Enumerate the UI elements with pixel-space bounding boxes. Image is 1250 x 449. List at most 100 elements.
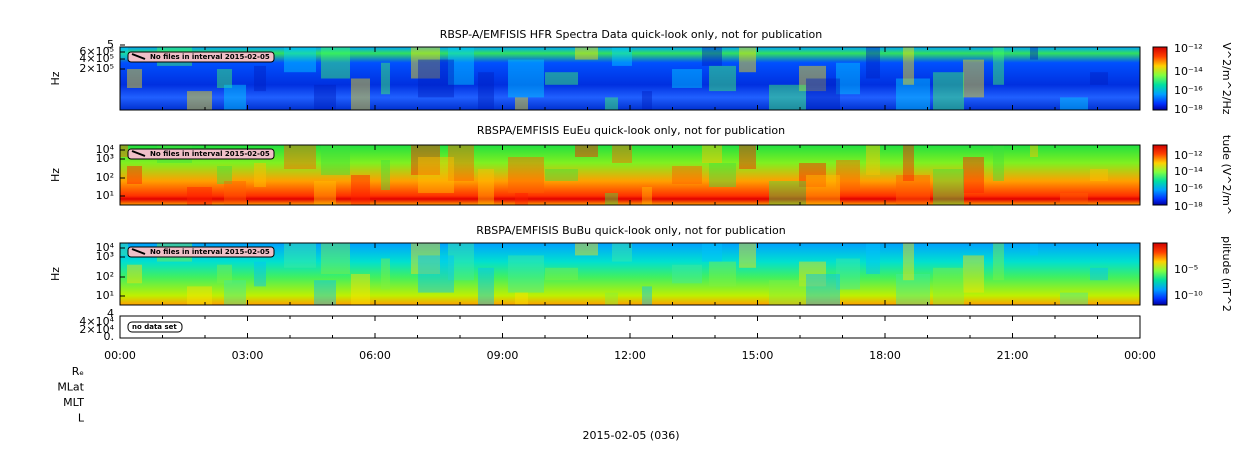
spectrogram-texture [217, 264, 232, 284]
colorbar-tick-label: 10⁻¹⁸ [1174, 103, 1203, 116]
spectrogram-texture [642, 286, 652, 305]
spectrogram-texture [478, 72, 494, 110]
spectrogram-texture [702, 243, 722, 262]
spectrogram-texture [508, 255, 544, 293]
spectrogram-texture [411, 243, 440, 274]
spectrogram-texture [642, 91, 652, 110]
spectrogram-texture [411, 47, 440, 79]
colorbar [1152, 144, 1168, 206]
spectrogram-texture [963, 157, 984, 193]
spectrogram-texture [1030, 145, 1038, 157]
spectrogram-texture [866, 145, 880, 175]
colorbar [1152, 242, 1168, 306]
y-axis-label: Hz [49, 71, 62, 85]
spectrogram-texture [672, 264, 702, 284]
spectrogram-texture [739, 243, 756, 268]
spectrogram-texture [866, 243, 880, 274]
colorbar-label: V^2/m^2/Hz [1220, 42, 1233, 114]
spectrogram-texture [314, 84, 336, 110]
spectrogram-texture [739, 47, 756, 73]
spectrogram-texture [709, 261, 736, 287]
spectrogram-texture [515, 193, 528, 205]
x-tick-label: 09:00 [487, 349, 519, 362]
notice-box [127, 246, 275, 258]
spectrogram-texture [1030, 243, 1038, 256]
notice-box [127, 51, 275, 63]
spectrogram-texture [896, 78, 930, 110]
spectrogram-texture [903, 145, 914, 181]
colorbar-tick-label: 10⁻¹⁶ [1174, 84, 1203, 97]
y-tick-label: 10¹ [96, 289, 114, 302]
colorbar-tick-label: 10⁻¹⁴ [1174, 165, 1203, 178]
notice-text: No files in interval 2015-02-05 [150, 248, 270, 256]
spectrogram-texture [612, 47, 632, 66]
spectrogram-texture [1060, 97, 1088, 110]
spectrogram-texture [314, 280, 336, 305]
spectrogram-texture [769, 181, 806, 205]
colorbar-tick-label: 10⁻¹² [1174, 42, 1203, 55]
notice-icon [131, 248, 146, 255]
y-tick-label: 10³ [96, 250, 114, 263]
y-tick-label: 10² [96, 171, 114, 184]
spectrogram-texture [224, 84, 246, 110]
spectrogram-texture [799, 261, 826, 287]
spectrogram-texture [284, 243, 316, 268]
colorbar [1152, 46, 1168, 111]
spectrogram-texture [575, 47, 598, 60]
x-tick-label: 18:00 [869, 349, 901, 362]
spectrogram-texture [575, 243, 598, 256]
spectrogram-texture [739, 145, 756, 169]
spectrogram-texture [545, 169, 578, 181]
spectrogram-texture [224, 181, 246, 205]
spectrogram-texture [508, 157, 544, 193]
x-tick-label: 03:00 [232, 349, 264, 362]
spectrogram-texture [254, 163, 266, 187]
spectrogram-texture [1060, 193, 1088, 205]
spectrogram-texture [187, 286, 212, 305]
spectrogram [120, 243, 1140, 305]
spectrogram-texture [418, 157, 454, 193]
y-tick-label: 2×10⁴ [79, 323, 114, 336]
colorbar-tick-label: 10⁻¹⁰ [1174, 289, 1203, 302]
spectrogram-texture [411, 145, 440, 175]
spectrogram-texture [478, 267, 494, 305]
spectrogram-texture [515, 292, 528, 305]
spectrogram-texture [254, 65, 266, 92]
spectrogram-texture [1090, 72, 1108, 85]
spectrogram-texture [702, 145, 722, 163]
x-tick-label: 12:00 [614, 349, 646, 362]
spectrogram-texture [1030, 47, 1038, 60]
spectrogram-texture [933, 267, 964, 305]
spectrogram-texture [993, 47, 1004, 85]
spectrogram-texture [605, 97, 618, 110]
notice-text: No files in interval 2015-02-05 [150, 53, 270, 61]
spectrogram-texture [351, 175, 370, 205]
ephemeris-label: Rₑ [72, 365, 84, 378]
spectrogram-texture [993, 145, 1004, 181]
x-tick-label: 00:00 [1124, 349, 1156, 362]
y-tick-label: 10⁴ [96, 241, 115, 254]
spectrogram-texture [448, 145, 474, 181]
notice-text: No files in interval 2015-02-05 [150, 150, 270, 158]
spectrogram-texture [612, 243, 632, 262]
ephemeris-label: MLat [57, 381, 84, 394]
spectrogram-texture [896, 274, 930, 305]
y-tick-label: 10³ [96, 152, 114, 165]
spectrogram [120, 47, 1140, 110]
colorbar-tick-label: 10⁻¹⁴ [1174, 65, 1203, 78]
ephemeris-label: L [78, 412, 85, 425]
spectrogram-texture [321, 47, 350, 79]
colorbar-label: plitude (nT^2 [1220, 236, 1233, 312]
y-tick-label: 4×10⁴ [79, 315, 114, 328]
spectrogram-texture [127, 166, 142, 184]
spectrogram-texture [642, 187, 652, 205]
y-tick-label: 6×10⁵ [79, 45, 114, 58]
spectrogram-texture [120, 145, 128, 157]
y-tick-label: 2×10⁵ [79, 62, 114, 75]
spectrogram-texture [1090, 267, 1108, 281]
spectrogram-texture [120, 47, 128, 60]
spectrogram-texture [836, 160, 860, 190]
y-axis-label: Hz [49, 168, 62, 182]
spectrogram-texture [1060, 292, 1088, 305]
